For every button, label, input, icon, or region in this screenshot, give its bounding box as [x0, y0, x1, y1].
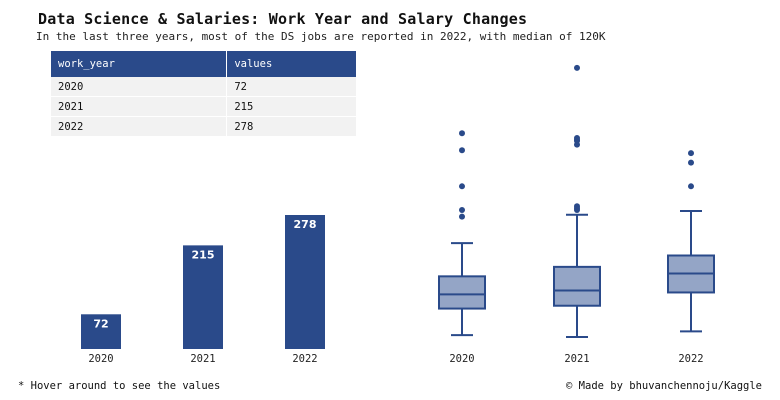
table-header-row: work_year values	[51, 51, 356, 77]
x-tick-label: 2021	[190, 353, 215, 365]
chart-title: Data Science & Salaries: Work Year and S…	[38, 10, 528, 28]
table-cell-year: 2022	[51, 116, 228, 137]
bar-chart: 72 2020 215 2021 278 2022	[81, 215, 325, 365]
outlier-point	[688, 150, 694, 157]
bar-2021	[183, 245, 223, 349]
table-cell-value: 72	[226, 77, 356, 97]
outlier-point	[459, 213, 465, 220]
bar-value-label: 215	[192, 248, 215, 261]
outlier-point	[459, 183, 465, 190]
chart-subtitle: In the last three years, most of the DS …	[36, 30, 606, 43]
outlier-point	[688, 159, 694, 166]
table-cell-year: 2021	[51, 96, 228, 117]
table-cell-value: 278	[226, 116, 356, 137]
summary-table: work_year values 2020 72 2021 215 2022 2…	[51, 51, 356, 137]
box-2020	[438, 275, 486, 310]
x-tick-label: 2020	[88, 353, 113, 365]
table-row: 2022 278	[51, 116, 356, 137]
outlier-point	[459, 207, 465, 214]
outlier-point	[688, 183, 694, 190]
table-header-work-year: work_year	[51, 51, 228, 77]
box-plot: 2020 2021 2022	[438, 64, 715, 365]
x-tick-label: 2022	[292, 353, 317, 365]
box-2021	[553, 265, 601, 307]
outlier-point	[459, 147, 465, 154]
outlier-point	[459, 130, 465, 137]
hover-hint: * Hover around to see the values	[18, 380, 221, 392]
outlier-point	[574, 203, 580, 210]
table-row: 2020 72	[51, 77, 356, 97]
x-tick-label: 2021	[564, 353, 589, 365]
bar-2020	[81, 314, 121, 349]
table-cell-year: 2020	[51, 77, 228, 97]
outlier-point	[574, 64, 580, 71]
x-tick-label: 2020	[449, 353, 474, 365]
x-tick-label: 2022	[678, 353, 703, 365]
table-row: 2021 215	[51, 96, 356, 117]
outlier-point	[574, 134, 580, 141]
table-cell-value: 215	[226, 96, 356, 117]
credit-text: © Made by bhuvanchennoju/Kaggle	[566, 380, 762, 392]
bar-value-label: 278	[294, 218, 317, 231]
table-header-values: values	[226, 51, 356, 77]
bar-value-label: 72	[93, 317, 108, 330]
bar-2022	[285, 215, 325, 349]
